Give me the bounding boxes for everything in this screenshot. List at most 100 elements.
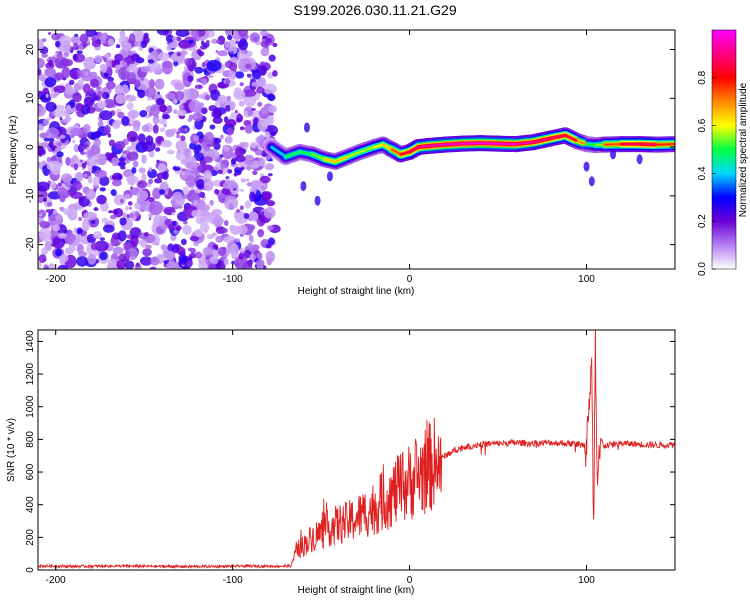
noise-blob [98,153,107,166]
noise-blob [104,124,111,135]
noise-blob [93,138,102,147]
noise-blob [180,50,186,57]
spectrogram-y-tick-label: 0 [25,144,36,150]
noise-blob [91,40,101,48]
noise-blob [123,241,131,251]
noise-blob [129,227,142,239]
spectral-side-lobe [636,154,643,165]
noise-blob [243,89,257,97]
noise-blob [44,266,49,269]
noise-blob [223,145,230,152]
noise-blob [239,82,244,87]
noise-blob [224,195,238,211]
noise-blob [189,142,197,150]
noise-blob [214,188,220,195]
noise-blob [208,74,214,79]
noise-blob [236,208,240,214]
noise-blob [234,109,238,114]
noise-blob [112,120,121,130]
noise-blob [205,40,210,44]
noise-blob [180,238,187,246]
noise-blob [239,126,245,131]
noise-blob [239,189,245,192]
noise-blob [240,178,246,183]
noise-blob [126,151,139,162]
noise-blob [145,244,152,249]
noise-blob [43,137,51,142]
noise-blob [199,191,206,199]
noise-blob [239,205,244,211]
noise-blob [83,173,88,178]
noise-blob [132,160,139,168]
noise-blob [152,115,160,125]
noise-blob [38,73,47,82]
noise-blob [103,72,109,78]
noise-blob [233,172,238,177]
noise-blob [215,226,227,235]
noise-blob [236,224,248,235]
noise-blob [198,203,211,212]
noise-blob [171,212,176,216]
noise-blob [83,58,94,70]
noise-blob [229,104,236,111]
noise-blob [198,50,205,57]
noise-blob [84,151,88,155]
noise-blob [176,52,182,57]
noise-blob [182,186,190,195]
noise-blob [264,122,268,128]
noise-blob [125,205,130,211]
noise-blob [87,175,93,184]
noise-blob [75,103,84,112]
noise-blob [161,114,171,120]
noise-blob [213,166,219,171]
noise-blob [248,234,254,242]
noise-blob [268,54,276,62]
spectral-side-lobe [583,161,590,172]
noise-blob [205,94,211,101]
noise-blob [97,86,102,90]
noise-blob [47,32,52,35]
noise-blob [223,228,228,233]
noise-blob [184,127,188,133]
noise-blob [193,152,205,162]
noise-blob [217,169,224,175]
noise-blob [257,157,266,166]
noise-blob [94,169,107,179]
noise-blob [54,72,64,81]
noise-blob [184,57,193,66]
noise-blob [267,93,276,102]
noise-blob [90,220,96,224]
noise-blob [220,134,224,140]
noise-blob [249,32,261,43]
noise-blob [100,34,107,45]
spectral-side-lobe [314,195,321,206]
noise-blob [112,246,124,255]
noise-blob [152,124,159,134]
noise-blob [85,188,96,200]
spectrogram-x-tick-label: 100 [578,274,595,285]
spectral-ridge-segment [323,158,337,163]
noise-blob [129,206,132,210]
noise-blob [212,216,224,226]
noise-blob [100,64,108,73]
noise-blob [85,30,97,38]
noise-blob [211,109,222,119]
noise-blob [188,39,194,44]
noise-blob [82,42,88,48]
noise-blob [108,139,116,147]
noise-blob [268,115,275,122]
noise-blob [209,199,214,206]
noise-blob [61,66,71,79]
noise-blob [245,63,252,70]
noise-blob [72,139,76,144]
snr-y-tick-label: 1000 [25,395,36,418]
noise-blob [215,235,224,243]
noise-blob [203,169,212,181]
noise-blob [44,77,57,88]
noise-blob [123,169,135,178]
noise-blob [38,200,43,204]
noise-blob [211,232,218,237]
noise-blob [212,116,223,124]
noise-blob [131,167,137,174]
